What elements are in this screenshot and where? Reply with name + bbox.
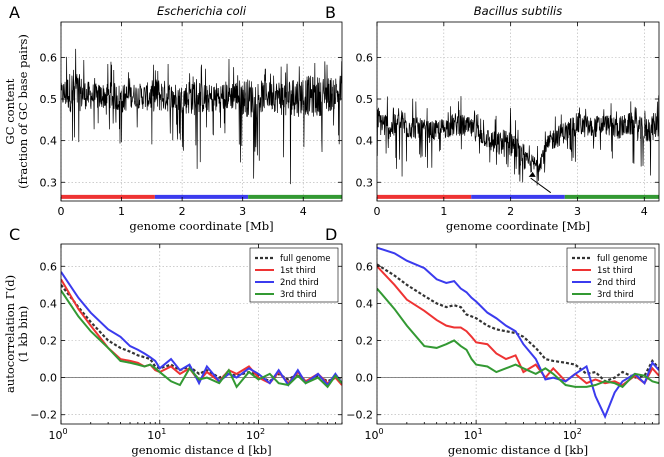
- plot-area: [61, 48, 342, 199]
- gc-content-trace: [61, 48, 342, 185]
- panel-b: B Bacillus subtilis 0.3 0.4 0.5 0.6 0 1 2 3 4 genom…: [325, 3, 660, 233]
- arrow-annotation: [530, 177, 552, 194]
- legend-label-1: full genome: [280, 254, 331, 264]
- axes-frame: [376, 21, 660, 202]
- y-axis-label-2: (fraction of GC base pairs): [16, 34, 30, 189]
- panel-letter: B: [325, 3, 336, 22]
- panel-letter: C: [9, 225, 20, 244]
- x-tick-label: 1: [440, 205, 447, 218]
- x-tick-label: 102: [246, 427, 265, 442]
- x-tick-label: 0: [374, 205, 381, 218]
- y-tick-label: 0.6: [356, 260, 374, 273]
- x-axis-label: genomic distance d [kb]: [448, 443, 588, 457]
- panel-letter: A: [9, 3, 20, 22]
- arrow-head: [528, 171, 536, 177]
- axes-frame: [376, 243, 660, 425]
- x-tick-label: 102: [563, 427, 582, 442]
- legend-label-3: 2nd third: [597, 278, 636, 288]
- y-tick-label: 0.5: [40, 93, 58, 106]
- y-tick-label: 0.4: [356, 135, 374, 148]
- y-tick-label: 0.2: [356, 334, 374, 347]
- series-line-3: [61, 271, 342, 387]
- legend-label-3: 2nd third: [280, 278, 319, 288]
- x-tick-label: 4: [300, 205, 307, 218]
- gc-content-trace: [377, 95, 659, 186]
- y-axis-label: GC content: [3, 78, 17, 144]
- panel-title: Escherichia coli: [157, 4, 247, 18]
- y-tick-label: 0.6: [40, 51, 58, 64]
- x-tick-label: 2: [179, 205, 186, 218]
- y-tick-label: 0.4: [40, 297, 58, 310]
- y-tick-label: 0.5: [356, 93, 374, 106]
- panel-title: Bacillus subtilis: [474, 4, 562, 18]
- y-tick-label: 0.3: [356, 176, 374, 189]
- plot-area: [377, 246, 659, 420]
- x-tick-label: 100: [364, 427, 383, 442]
- x-tick-label: 3: [239, 205, 246, 218]
- x-tick-label: 1: [118, 205, 125, 218]
- x-tick-label: 4: [641, 205, 648, 218]
- panel-letter: D: [325, 225, 337, 244]
- y-tick-label: 0.6: [40, 260, 58, 273]
- axes-frame: [60, 21, 343, 202]
- y-tick-label: 0.6: [356, 51, 374, 64]
- axes-frame: [60, 243, 343, 425]
- x-axis-label: genomic distance d [kb]: [131, 443, 271, 457]
- x-tick-label: 3: [574, 205, 581, 218]
- series-line-4: [61, 289, 342, 389]
- x-axis-label: genome coordinate [Mb]: [129, 219, 273, 233]
- y-tick-label: 0.4: [356, 297, 374, 310]
- panel-a: A Escherichia coli 0.3 0.4 0.5 0.6 0 1 2 3 4 genome…: [3, 3, 343, 233]
- legend-label-1: full genome: [597, 254, 648, 264]
- x-tick-label: 101: [464, 427, 483, 442]
- plot-area: [61, 271, 342, 389]
- y-axis-label-2: (1 kb bin): [16, 306, 30, 362]
- y-tick-label: 0.2: [40, 334, 58, 347]
- legend-label-4: 3rd third: [280, 290, 317, 300]
- x-tick-label: 100: [48, 427, 67, 442]
- series-line-3: [377, 246, 659, 420]
- legend-label-2: 1st third: [597, 266, 633, 276]
- x-tick-label: 0: [58, 205, 65, 218]
- x-axis-label: genome coordinate [Mb]: [446, 219, 590, 233]
- x-tick-label: 2: [507, 205, 514, 218]
- y-tick-label: 0.0: [356, 372, 374, 385]
- legend-label-4: 3rd third: [597, 290, 634, 300]
- y-tick-label: 0.0: [40, 372, 58, 385]
- y-axis-label: autocorrelation Γ(d): [3, 275, 17, 393]
- series-line-2: [377, 265, 659, 387]
- x-tick-label: 101: [147, 427, 166, 442]
- y-tick-label: 0.3: [40, 176, 58, 189]
- y-tick-label: −0.2: [346, 409, 373, 422]
- plot-area: [377, 95, 659, 199]
- y-tick-label: −0.2: [30, 409, 57, 422]
- y-tick-label: 0.4: [40, 135, 58, 148]
- legend-label-2: 1st third: [280, 266, 316, 276]
- series-line-4: [377, 287, 659, 389]
